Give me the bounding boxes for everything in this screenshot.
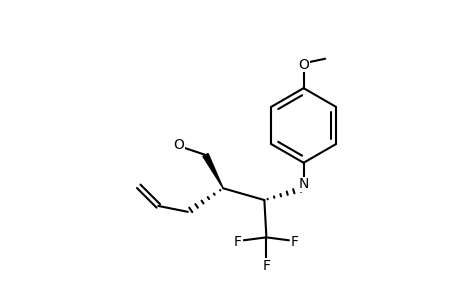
Text: O: O: [297, 58, 308, 72]
Text: N: N: [298, 177, 308, 191]
Text: F: F: [233, 235, 241, 249]
Polygon shape: [202, 154, 223, 188]
Text: O: O: [173, 138, 184, 152]
Text: F: F: [262, 259, 270, 273]
Text: F: F: [290, 235, 298, 249]
